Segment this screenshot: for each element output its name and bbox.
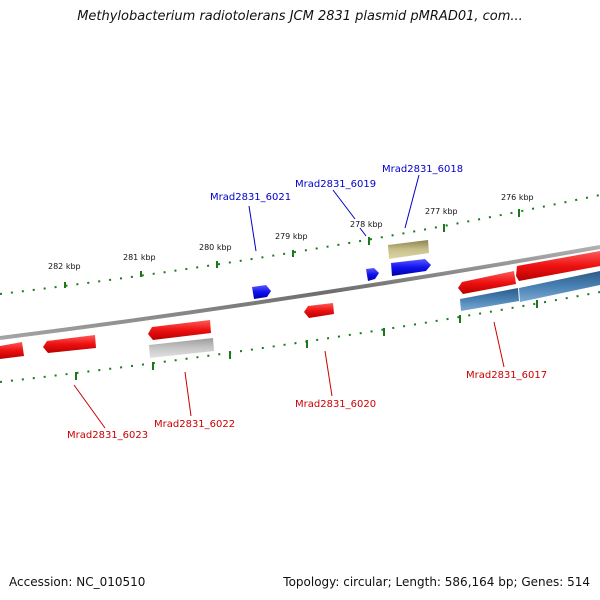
leader-line-6023 — [73, 384, 106, 429]
leader-line-6019 — [332, 189, 356, 220]
kbp-label-281: 281 kbp — [123, 253, 156, 262]
leader-line-6017 — [493, 321, 505, 368]
gene-mrad2831-6023[interactable] — [43, 335, 96, 353]
gene-red-left-edge[interactable] — [0, 342, 24, 359]
kbp-label-279: 279 kbp — [275, 232, 308, 241]
gene-mrad2831-6021[interactable] — [252, 285, 271, 299]
gene-label-6022[interactable]: Mrad2831_6022 — [154, 419, 235, 430]
leader-line-6020 — [324, 350, 333, 397]
gene-label-6020[interactable]: Mrad2831_6020 — [295, 399, 376, 410]
gene-label-6021[interactable]: Mrad2831_6021 — [210, 192, 291, 203]
kbp-label-278: 278 kbp — [350, 220, 383, 229]
leader-lines-forward — [248, 174, 420, 252]
leader-line-6022 — [184, 371, 192, 417]
gene-mrad2831-6022[interactable] — [149, 338, 214, 358]
gene-label-6018[interactable]: Mrad2831_6018 — [382, 164, 463, 175]
genome-backbone — [0, 245, 600, 340]
leader-line-6019-b — [359, 227, 367, 237]
topology-summary: Topology: circular; Length: 586,164 bp; … — [283, 575, 590, 589]
leader-line-6018 — [404, 174, 420, 229]
kbp-label-280: 280 kbp — [199, 243, 232, 252]
ruler-inner-ticks — [75, 300, 538, 380]
gene-red-forward[interactable] — [516, 251, 600, 281]
gene-red-reverse[interactable] — [148, 320, 211, 340]
gene-blue-forward[interactable] — [391, 259, 431, 276]
kbp-label-277: 277 kbp — [425, 207, 458, 216]
map-title: Methylobacterium radiotolerans JCM 2831 … — [77, 9, 523, 24]
gene-label-6019[interactable]: Mrad2831_6019 — [295, 179, 376, 190]
gene-mrad2831-6019[interactable] — [366, 268, 379, 281]
kbp-label-282: 282 kbp — [48, 262, 81, 271]
gene-steel-forward[interactable] — [519, 271, 600, 302]
gene-mrad2831-6018[interactable] — [388, 240, 429, 259]
kbp-label-276: 276 kbp — [501, 193, 534, 202]
gene-label-6023[interactable]: Mrad2831_6023 — [67, 430, 148, 441]
gene-mrad2831-6017[interactable] — [458, 271, 516, 294]
leader-lines-reverse — [73, 321, 505, 429]
gene-mrad2831-6020[interactable] — [304, 303, 334, 318]
gene-label-6017[interactable]: Mrad2831_6017 — [466, 370, 547, 381]
ruler-outer-ticks — [64, 209, 520, 288]
leader-line-6021 — [248, 205, 257, 252]
accession-text: Accession: NC_010510 — [9, 575, 146, 589]
gene-steel-reverse[interactable] — [460, 288, 519, 311]
